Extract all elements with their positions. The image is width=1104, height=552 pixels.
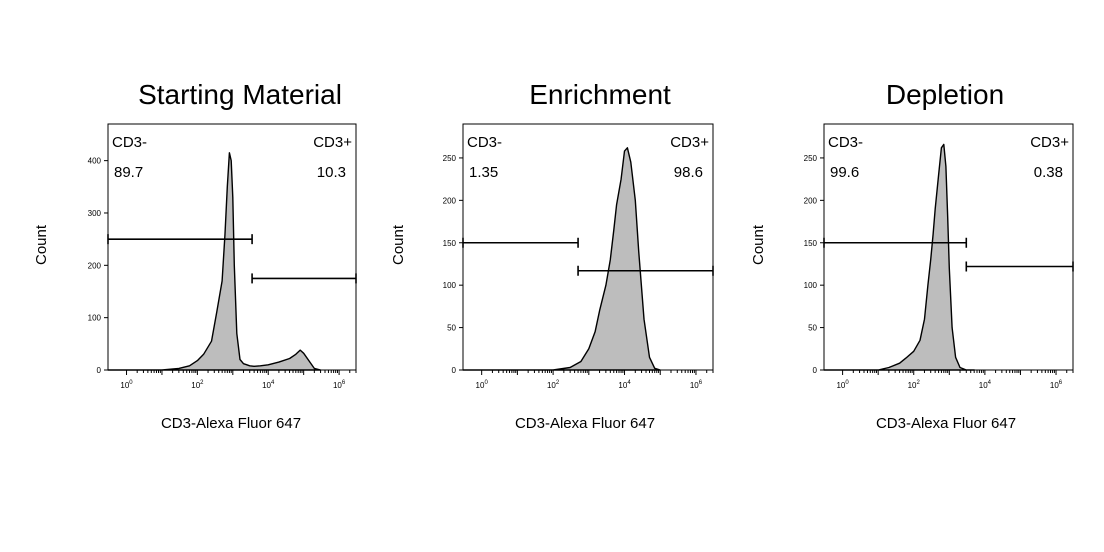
panel-title: Enrichment: [529, 79, 671, 110]
x-axis-label: CD3-Alexa Fluor 647: [515, 415, 655, 432]
y-tick-label: 0: [813, 366, 818, 375]
x-tick-label: 106: [1050, 380, 1063, 390]
x-tick-exponent: 6: [1059, 380, 1063, 386]
x-tick-label: 100: [120, 380, 133, 390]
y-tick-label: 150: [443, 239, 457, 248]
x-tick-base: 10: [1050, 381, 1059, 390]
x-tick-label: 104: [262, 380, 275, 390]
gate-name: CD3-: [467, 134, 502, 151]
histogram-panel-depletion: Depletion Count CD3-Alexa Fluor 647 0 50 1…: [750, 79, 1074, 432]
histogram-area: [823, 143, 975, 371]
x-tick-label: 102: [191, 380, 204, 390]
x-tick-base: 10: [908, 381, 917, 390]
panel-title: Depletion: [886, 79, 1004, 110]
y-tick-label: 50: [447, 324, 456, 333]
x-tick-exponent: 0: [484, 380, 488, 386]
y-tick-label: 200: [88, 261, 102, 270]
y-tick-label: 0: [452, 366, 457, 375]
gate-percent: 0.38: [1034, 164, 1063, 181]
y-tick-label: 0: [97, 366, 102, 375]
gate-percent: 89.7: [114, 164, 143, 181]
x-tick-exponent: 0: [129, 380, 133, 386]
x-tick-exponent: 4: [988, 380, 992, 386]
x-tick-base: 10: [476, 381, 485, 390]
gate-name: CD3-: [112, 134, 147, 151]
x-tick-label: 102: [547, 380, 560, 390]
panel-title: Starting Material: [138, 79, 342, 110]
x-tick-exponent: 6: [699, 380, 703, 386]
x-tick-exponent: 6: [342, 380, 346, 386]
y-tick-label: 300: [88, 209, 102, 218]
histogram-panel-starting-material: Starting Material Count CD3-Alexa Fluor …: [33, 79, 357, 432]
y-tick-label: 100: [88, 314, 102, 323]
y-tick-label: 200: [443, 196, 457, 205]
y-tick-label: 50: [808, 324, 817, 333]
x-tick-exponent: 2: [556, 380, 560, 386]
gate-name: CD3-: [828, 134, 863, 151]
x-tick-base: 10: [690, 381, 699, 390]
x-tick-base: 10: [836, 381, 845, 390]
x-tick-exponent: 4: [271, 380, 275, 386]
x-axis-label: CD3-Alexa Fluor 647: [161, 415, 301, 432]
gate-percent: 10.3: [317, 164, 346, 181]
y-axis-label: Count: [750, 224, 767, 265]
x-tick-label: 100: [836, 380, 849, 390]
gate-name: CD3+: [670, 134, 709, 151]
x-tick-base: 10: [979, 381, 988, 390]
x-tick-exponent: 4: [627, 380, 631, 386]
gate-name: CD3+: [313, 134, 352, 151]
y-tick-label: 150: [804, 239, 818, 248]
histogram-area: [107, 152, 322, 371]
x-axis-label: CD3-Alexa Fluor 647: [876, 415, 1016, 432]
y-tick-label: 100: [804, 281, 818, 290]
x-tick-label: 104: [618, 380, 631, 390]
y-tick-label: 100: [443, 281, 457, 290]
x-tick-label: 106: [333, 380, 346, 390]
x-tick-label: 100: [476, 380, 489, 390]
gate-percent: 98.6: [674, 164, 703, 181]
y-tick-label: 250: [804, 154, 818, 163]
y-tick-label: 250: [443, 154, 457, 163]
gate-name: CD3+: [1030, 134, 1069, 151]
gate-percent: 1.35: [469, 164, 498, 181]
x-tick-label: 102: [908, 380, 921, 390]
y-tick-label: 200: [804, 196, 818, 205]
x-tick-exponent: 0: [845, 380, 849, 386]
gate-percent: 99.6: [830, 164, 859, 181]
x-tick-label: 106: [690, 380, 703, 390]
histogram-area: [462, 147, 661, 371]
x-tick-base: 10: [333, 381, 342, 390]
x-tick-base: 10: [191, 381, 200, 390]
x-tick-exponent: 2: [200, 380, 204, 386]
x-tick-base: 10: [547, 381, 556, 390]
plot-frame: [462, 123, 714, 371]
y-axis-label: Count: [33, 224, 50, 265]
x-tick-base: 10: [618, 381, 627, 390]
plot-frame: [107, 123, 357, 371]
x-tick-base: 10: [262, 381, 271, 390]
y-axis-label: Count: [390, 224, 407, 265]
histogram-panel-enrichment: Enrichment Count CD3-Alexa Fluor 647 0 50…: [390, 79, 714, 432]
y-tick-label: 400: [88, 157, 102, 166]
x-tick-label: 104: [979, 380, 992, 390]
x-tick-exponent: 2: [917, 380, 921, 386]
x-tick-base: 10: [120, 381, 129, 390]
